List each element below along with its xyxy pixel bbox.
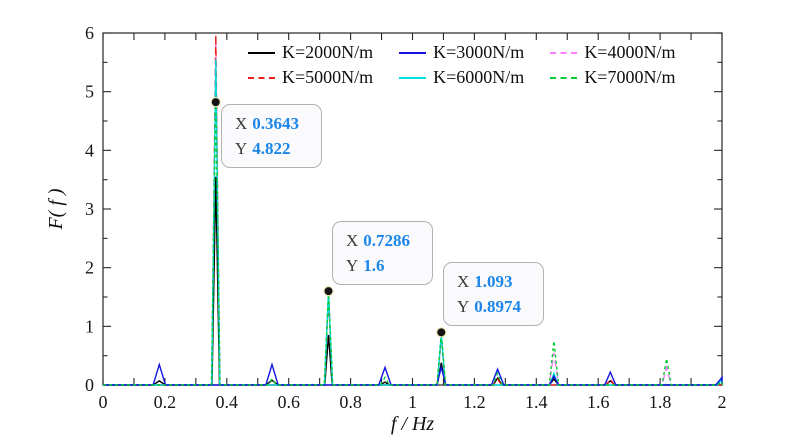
x-tick-label: 1.6: [587, 392, 610, 412]
y-tick-label: 5: [85, 82, 94, 102]
datatip-y-value: 1.6: [363, 256, 385, 275]
x-tick-label: 0.2: [154, 392, 177, 412]
x-tick-label: 0.6: [277, 392, 300, 412]
datatip-x-value: 0.7286: [363, 231, 411, 250]
y-tick-label: 3: [85, 199, 94, 219]
datatip-y-row: Y 4.822: [235, 136, 321, 161]
x-tick-label: 2: [718, 392, 727, 412]
series-line-2000: [103, 176, 722, 386]
legend-item-label: K=4000N/m: [584, 42, 676, 62]
datatip-y-label: Y: [457, 297, 470, 316]
y-tick-label: 6: [85, 23, 94, 43]
datatip-peak-2[interactable]: X 0.7286 Y 1.6: [332, 221, 433, 285]
y-tick-label: 1: [85, 316, 94, 336]
datatip-x-label: X: [346, 231, 359, 250]
legend-item-k2000[interactable]: K=2000N/m: [248, 40, 373, 65]
series-line-7000: [103, 102, 723, 386]
legend-line-sample: [399, 51, 427, 54]
x-axis-label: f / Hz: [390, 413, 435, 435]
datatip-x-value: 1.093: [474, 272, 513, 291]
datatip-marker[interactable]: [436, 327, 447, 338]
legend-line-sample: [399, 76, 427, 79]
datatip-peak-3[interactable]: X 1.093 Y 0.8974: [443, 262, 544, 326]
datatip-y-row: Y 1.6: [346, 253, 432, 278]
legend-line-sample: [550, 51, 578, 54]
datatip-x-row: X 1.093: [457, 269, 543, 294]
legend-item-label: K=5000N/m: [282, 67, 374, 87]
x-tick-label: 0: [99, 392, 108, 412]
x-tick-label: 1: [408, 392, 417, 412]
y-tick-label: 2: [85, 258, 94, 278]
legend-item-label: K=3000N/m: [433, 42, 525, 62]
x-tick-label: 1.4: [525, 392, 548, 412]
series-line-4000: [103, 41, 722, 386]
x-tick-label: 1.8: [649, 392, 672, 412]
datatip-peak-1[interactable]: X 0.3643 Y 4.822: [221, 104, 322, 168]
datatip-x-row: X 0.7286: [346, 228, 432, 253]
legend-item-label: K=7000N/m: [584, 67, 676, 87]
legend: K=2000N/m K=3000N/m K=4000N/m K=5000N/m …: [248, 40, 675, 90]
datatip-y-value: 0.8974: [474, 297, 522, 316]
legend-item-k4000[interactable]: K=4000N/m: [550, 40, 675, 65]
datatip-y-label: Y: [235, 139, 248, 158]
legend-line-sample: [248, 76, 275, 79]
datatip-x-label: X: [235, 114, 248, 133]
y-axis-label: F( f ): [45, 188, 67, 230]
y-tick-label: 4: [85, 140, 94, 160]
datatip-x-row: X 0.3643: [235, 111, 321, 136]
datatip-x-value: 0.3643: [252, 114, 300, 133]
legend-line-sample: [248, 51, 275, 54]
datatip-y-label: Y: [346, 256, 359, 275]
datatip-x-label: X: [457, 272, 470, 291]
legend-item-k7000[interactable]: K=7000N/m: [550, 65, 675, 90]
legend-item-k5000[interactable]: K=5000N/m: [248, 65, 373, 90]
datatip-marker[interactable]: [210, 96, 221, 108]
x-tick-label: 0.8: [339, 392, 362, 412]
datatip-marker[interactable]: [323, 285, 334, 297]
x-tick-label: 0.4: [216, 392, 239, 412]
x-tick-label: 1.2: [463, 392, 486, 412]
y-tick-label: 0: [85, 375, 94, 395]
legend-item-label: K=2000N/m: [282, 42, 374, 62]
legend-line-sample: [550, 76, 578, 79]
datatip-y-row: Y 0.8974: [457, 294, 543, 319]
datatip-y-value: 4.822: [252, 139, 291, 158]
legend-item-label: K=6000N/m: [433, 67, 525, 87]
legend-item-k6000[interactable]: K=6000N/m: [399, 65, 524, 90]
legend-item-k3000[interactable]: K=3000N/m: [399, 40, 524, 65]
